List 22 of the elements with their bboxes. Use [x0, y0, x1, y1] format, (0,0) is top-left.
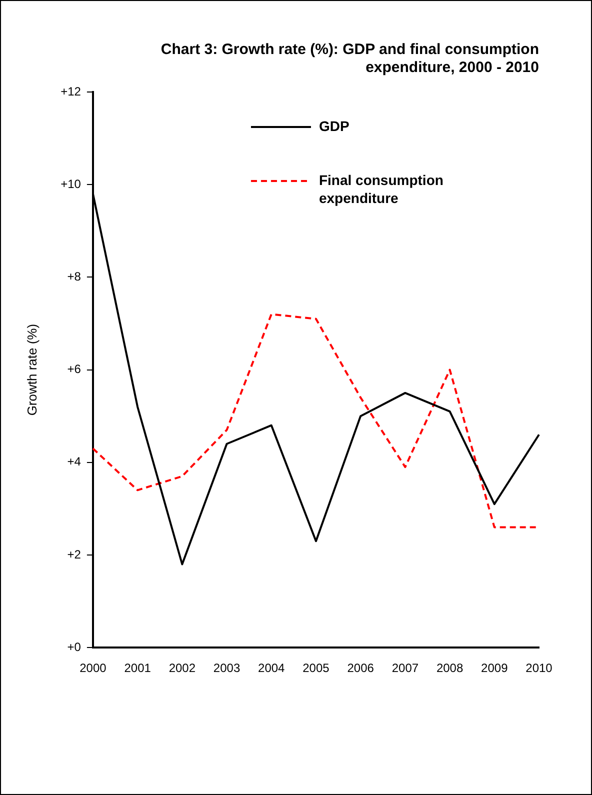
- legend-label: GDP: [318, 118, 350, 134]
- y-tick-label: +10: [60, 176, 82, 191]
- x-tick-label: 2004: [258, 661, 286, 676]
- chart-title: Chart 3: Growth rate (%): GDP and final consumption expenditure, 2000 - 2010: [160, 41, 539, 76]
- y-tick-label: +8: [67, 270, 82, 284]
- x-tick-label: 2007: [392, 661, 419, 676]
- y-tick-label: +2: [67, 547, 82, 562]
- x-tick-label: 2003: [213, 661, 240, 676]
- x-tick-label: 2002: [168, 661, 196, 676]
- x-tick-label: 2001: [124, 661, 152, 676]
- y-tick-label: +4: [67, 454, 82, 469]
- x-tick-label: 2005: [302, 661, 330, 676]
- y-tick-label: +6: [67, 362, 82, 376]
- x-tick-label: 2010: [526, 661, 553, 676]
- x-tick-label: 2000: [80, 661, 107, 676]
- y-tick-label: +12: [60, 84, 82, 98]
- y-tick-label: +0: [67, 640, 82, 654]
- x-tick-label: 2006: [347, 661, 374, 676]
- x-tick-label: 2009: [481, 661, 508, 676]
- y-axis-title: Growth rate (%): [24, 324, 40, 416]
- x-tick-label: 2008: [436, 661, 464, 676]
- legend-label: Final consumption expenditure: [318, 172, 444, 206]
